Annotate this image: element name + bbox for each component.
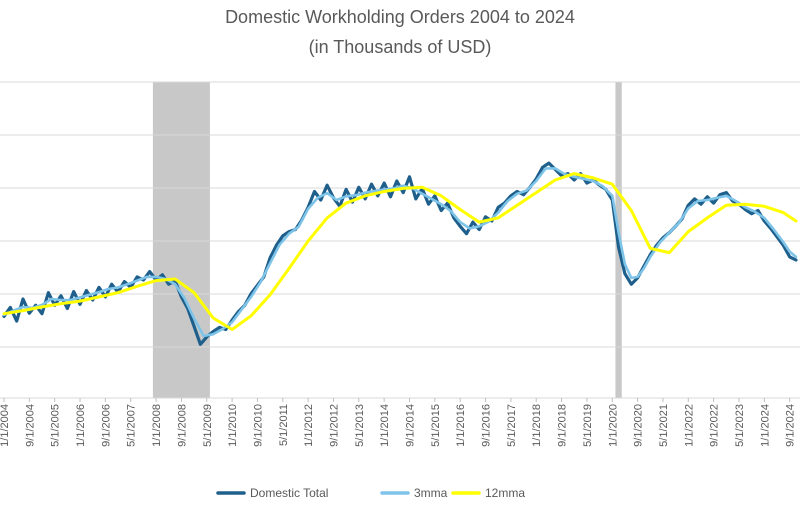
- x-tick-label: 5/1/2007: [126, 404, 138, 447]
- x-tick-label: 5/1/2011: [278, 404, 290, 446]
- x-tick-label: 1/1/2008: [151, 404, 163, 447]
- x-tick-label: 5/1/2015: [430, 404, 442, 447]
- x-tick-label: 1/1/2020: [607, 404, 619, 447]
- x-tick-label: 5/1/2005: [50, 404, 62, 447]
- chart-subtitle: (in Thousands of USD): [308, 37, 492, 57]
- x-tick-label: 9/1/2024: [785, 404, 797, 447]
- x-tick-label: 1/1/2018: [531, 404, 543, 447]
- x-tick-label: 1/1/2004: [0, 404, 11, 447]
- series-line-3mma: [2, 167, 798, 338]
- x-tick-label: 9/1/2006: [100, 404, 112, 447]
- x-tick-label: 9/1/2016: [481, 404, 493, 447]
- x-tick-label: 1/1/2012: [303, 404, 315, 447]
- x-tick-label: 1/1/2022: [683, 404, 695, 447]
- x-tick-label: 1/1/2024: [759, 404, 771, 447]
- x-tick-label: 9/1/2014: [405, 404, 417, 447]
- legend-label-12mma: 12mma: [485, 486, 525, 500]
- x-tick-label: 5/1/2019: [582, 404, 594, 447]
- series-layer: [2, 161, 798, 346]
- x-tick-label: 5/1/2009: [202, 404, 214, 447]
- legend: Domestic Total 3mma 12mma: [216, 486, 525, 500]
- recession-shading-layer: [152, 82, 622, 398]
- x-tick-label: 9/1/2004: [24, 404, 36, 447]
- x-tick-label: 5/1/2017: [506, 404, 518, 447]
- series-line-12mma: [2, 172, 798, 331]
- x-tick-label: 1/1/2006: [75, 404, 87, 447]
- x-tick-label: 5/1/2023: [734, 404, 746, 447]
- x-tick-label: 1/1/2010: [227, 404, 239, 447]
- x-tick-label: 1/1/2014: [379, 404, 391, 447]
- legend-label-domestic-total: Domestic Total: [250, 486, 328, 500]
- chart-title: Domestic Workholding Orders 2004 to 2024: [225, 7, 575, 27]
- legend-label-3mma: 3mma: [414, 486, 448, 500]
- x-tick-label: 9/1/2018: [557, 404, 569, 447]
- x-tick-label: 5/1/2013: [354, 404, 366, 447]
- recession-band-1: [152, 82, 210, 398]
- x-tick-label: 9/1/2008: [176, 404, 188, 447]
- x-tick-label: 1/1/2016: [455, 404, 467, 447]
- x-tick-label: 9/1/2010: [252, 404, 264, 447]
- x-tick-label: 5/1/2021: [658, 404, 670, 447]
- x-axis-ticks: 1/1/2004 9/1/2004 5/1/2005 1/1/2006 9/1/2006…: [0, 398, 797, 447]
- x-tick-label: 9/1/2012: [329, 404, 341, 447]
- x-tick-label: 9/1/2020: [633, 404, 645, 447]
- x-tick-label: 9/1/2022: [709, 404, 721, 447]
